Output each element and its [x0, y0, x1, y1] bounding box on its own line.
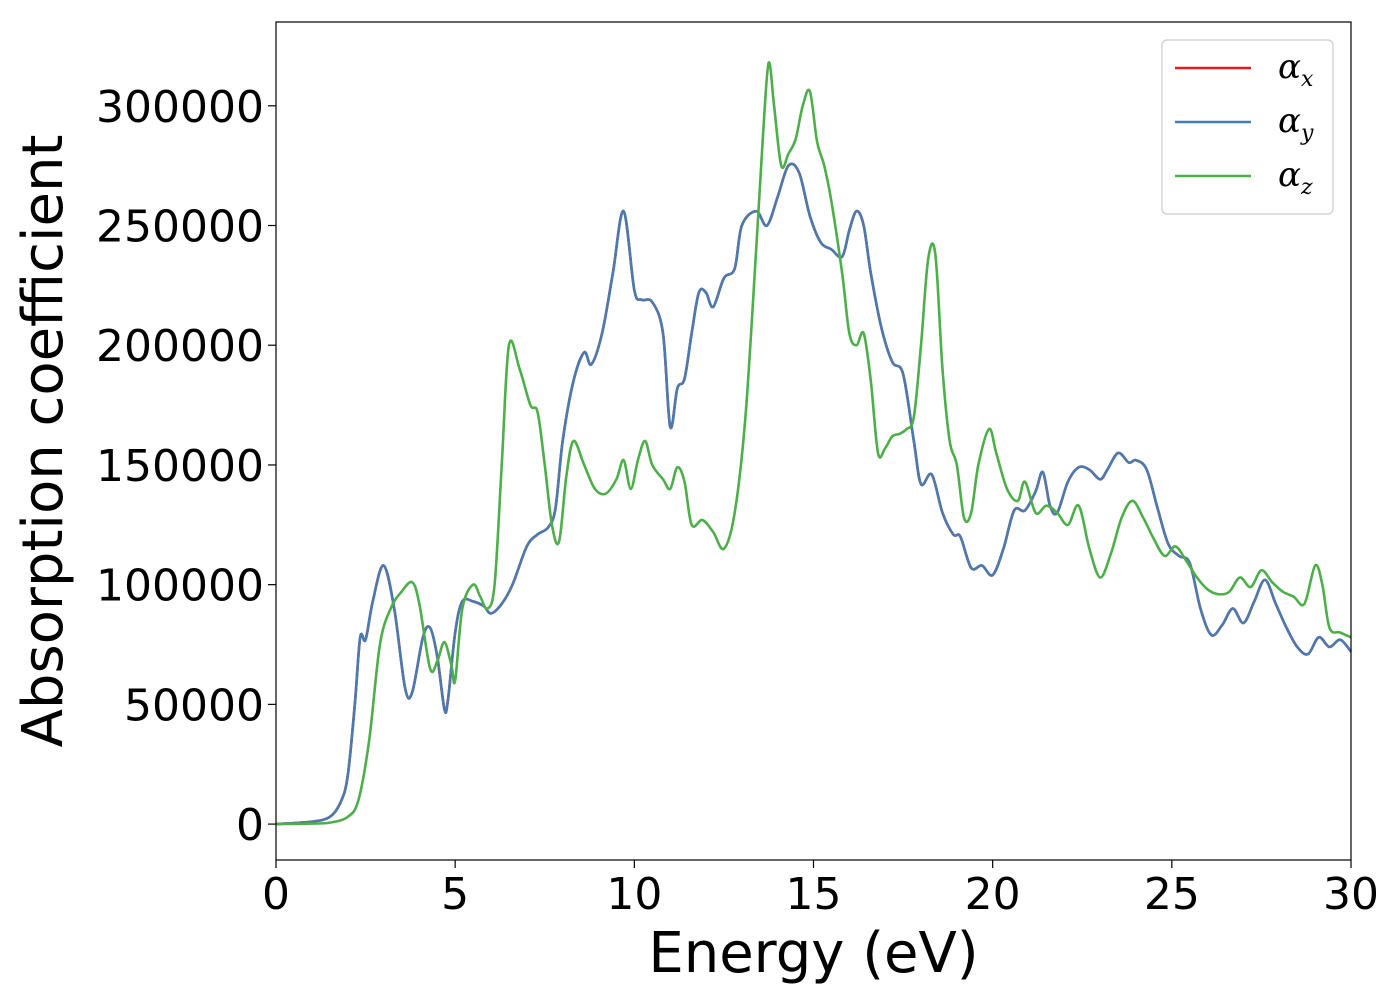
x-axis-title: Energy (eV) — [648, 921, 978, 986]
y-tick-label: 0 — [236, 800, 264, 851]
x-axis-ticks: 0 5 10 15 20 25 30 — [262, 860, 1379, 920]
y-tick-label: 300000 — [96, 82, 264, 133]
y-axis-title: Absorption coefficient — [11, 135, 76, 748]
legend-frame — [1161, 39, 1334, 215]
series-line-alpha-y — [275, 162, 1353, 826]
legend-subscript: x — [1301, 67, 1314, 92]
plot-lines — [275, 61, 1353, 826]
y-tick-label: 100000 — [96, 561, 264, 612]
legend-subscript: y — [1300, 121, 1314, 146]
y-tick-label: 250000 — [96, 202, 264, 253]
x-tick-label: 20 — [965, 869, 1021, 920]
y-tick-label: 150000 — [96, 441, 264, 492]
x-tick-label: 25 — [1144, 869, 1200, 920]
legend-subscript: z — [1300, 175, 1313, 200]
x-tick-label: 5 — [441, 869, 469, 920]
x-tick-label: 10 — [606, 869, 662, 920]
x-tick-label: 0 — [262, 869, 290, 920]
y-axis-ticks: 0 50000 100000 150000 200000 250000 300000 — [96, 82, 276, 851]
y-tick-label: 200000 — [96, 321, 264, 372]
x-tick-label: 30 — [1323, 869, 1379, 920]
series-line-alpha-z — [275, 61, 1352, 826]
y-tick-label: 50000 — [124, 680, 264, 731]
x-tick-label: 15 — [786, 869, 842, 920]
